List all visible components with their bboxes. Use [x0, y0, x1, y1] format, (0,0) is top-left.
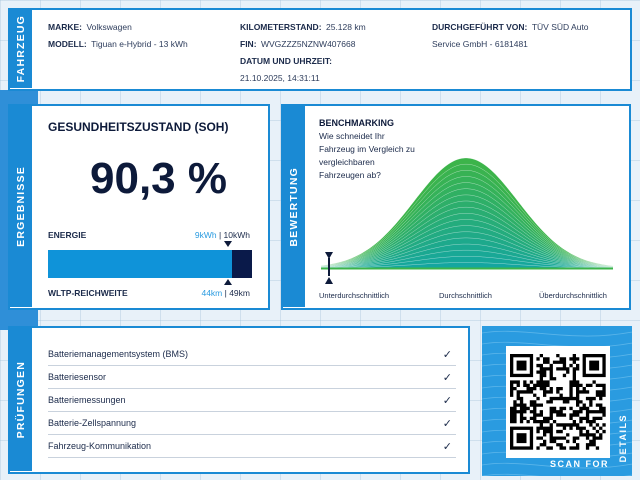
benchmark-panel: BEWERTUNG BENCHMARKING Wie schneidet Ihr…	[281, 104, 631, 310]
checkmark-icon: ✓	[442, 394, 452, 407]
check-row: Batteriemanagementsystem (BMS) ✓	[48, 343, 456, 366]
curve-layer	[320, 256, 614, 269]
check-label: Fahrzeug-Kommunikation	[48, 441, 152, 451]
energy-separator: |	[216, 230, 224, 240]
vehicle-panel: FAHRZEUG MARKE: Volkswagen MODELL: Tigua…	[8, 8, 632, 91]
datetime-label: DATUM UND UHRZEIT:	[240, 56, 332, 66]
soh-panel: ERGEBNISSE GESUNDHEITSZUSTAND (SOH) 90,3…	[8, 104, 270, 310]
range-total: 49km	[229, 288, 250, 298]
label-average: Durchschnittlich	[439, 291, 492, 300]
label-below-average: Unterdurchschnittlich	[319, 291, 390, 300]
datetime-value: 21.10.2025, 14:31:11	[240, 73, 320, 83]
check-row: Fahrzeug-Kommunikation ✓	[48, 435, 456, 458]
check-row: Batteriemessungen ✓	[48, 389, 456, 412]
qr-panel[interactable]: SCAN FOR DETAILS	[482, 326, 632, 476]
range-current: 44km	[201, 288, 223, 298]
energy-total: 10kWh	[223, 230, 250, 240]
check-row: Batterie-Zellspannung ✓	[48, 412, 456, 435]
mileage-value: 25.128 km	[325, 22, 366, 32]
energy-label: ENERGIE	[48, 230, 87, 240]
mileage-label: KILOMETERSTAND:	[240, 22, 322, 32]
benchmark-curve	[320, 157, 614, 284]
performed-value-2: Service GmbH - 6181481	[432, 39, 528, 49]
results-tab: ERGEBNISSE	[10, 106, 32, 307]
soh-value: 90,3 %	[90, 154, 227, 203]
vin-label: FIN:	[240, 39, 257, 49]
qr-code-icon	[510, 354, 606, 450]
soh-bar-fill	[48, 250, 232, 278]
vin-value: WVGZZZ5NZNW407668	[260, 39, 356, 49]
vehicle-tab: FAHRZEUG	[10, 10, 32, 88]
scan-for-label: SCAN FOR	[550, 459, 609, 469]
vehicle-position-marker-icon	[325, 252, 333, 284]
range-marker-icon	[224, 279, 232, 285]
checks-panel: PRÜFUNGEN Batteriemanagementsystem (BMS)…	[8, 326, 470, 474]
soh-bar	[48, 250, 252, 278]
checkmark-icon: ✓	[442, 417, 452, 430]
performed-label: DURCHGEFÜHRT VON:	[432, 22, 528, 32]
benchmark-question: Wie schneidet Ihr Fahrzeug im Vergleich …	[319, 131, 415, 180]
rating-tab: BEWERTUNG	[283, 106, 305, 307]
model-value: Tiguan e-Hybrid - 13 kWh	[91, 39, 188, 49]
checkmark-icon: ✓	[442, 371, 452, 384]
checkmark-icon: ✓	[442, 348, 452, 361]
check-label: Batteriesensor	[48, 372, 107, 382]
check-label: Batterie-Zellspannung	[48, 418, 137, 428]
check-label: Batteriemanagementsystem (BMS)	[48, 349, 189, 359]
qr-background-pattern	[482, 330, 632, 476]
range-values: 44km | 49km	[201, 288, 250, 298]
range-label: WLTP-REICHWEITE	[48, 288, 128, 298]
vehicle-col-2: KILOMETERSTAND: 25.128 km FIN: WVGZZZ5NZ…	[240, 18, 366, 86]
make-value: Volkswagen	[86, 22, 132, 32]
check-label: Batteriemessungen	[48, 395, 126, 405]
soh-title: GESUNDHEITSZUSTAND (SOH)	[48, 120, 229, 134]
model-label: MODELL:	[48, 39, 87, 49]
vehicle-col-1: MARKE: Volkswagen MODELL: Tiguan e-Hybri…	[48, 18, 188, 52]
make-label: MARKE:	[48, 22, 82, 32]
energy-marker-icon	[224, 241, 232, 247]
details-label: DETAILS	[618, 413, 628, 463]
vehicle-col-3: DURCHGEFÜHRT VON: TÜV SÜD Auto Service G…	[432, 18, 589, 52]
check-row: Batteriesensor ✓	[48, 366, 456, 389]
range-separator: |	[222, 288, 230, 298]
curve-layer	[320, 262, 614, 269]
benchmark-title: BENCHMARKING	[319, 118, 394, 128]
checks-tab: PRÜFUNGEN	[10, 328, 32, 471]
label-above-average: Überdurchschnittlich	[539, 291, 607, 300]
checkmark-icon: ✓	[442, 440, 452, 453]
performed-value: TÜV SÜD Auto	[531, 22, 589, 32]
energy-values: 9kWh | 10kWh	[195, 230, 250, 240]
qr-code[interactable]	[506, 346, 610, 458]
energy-current: 9kWh	[194, 230, 217, 240]
